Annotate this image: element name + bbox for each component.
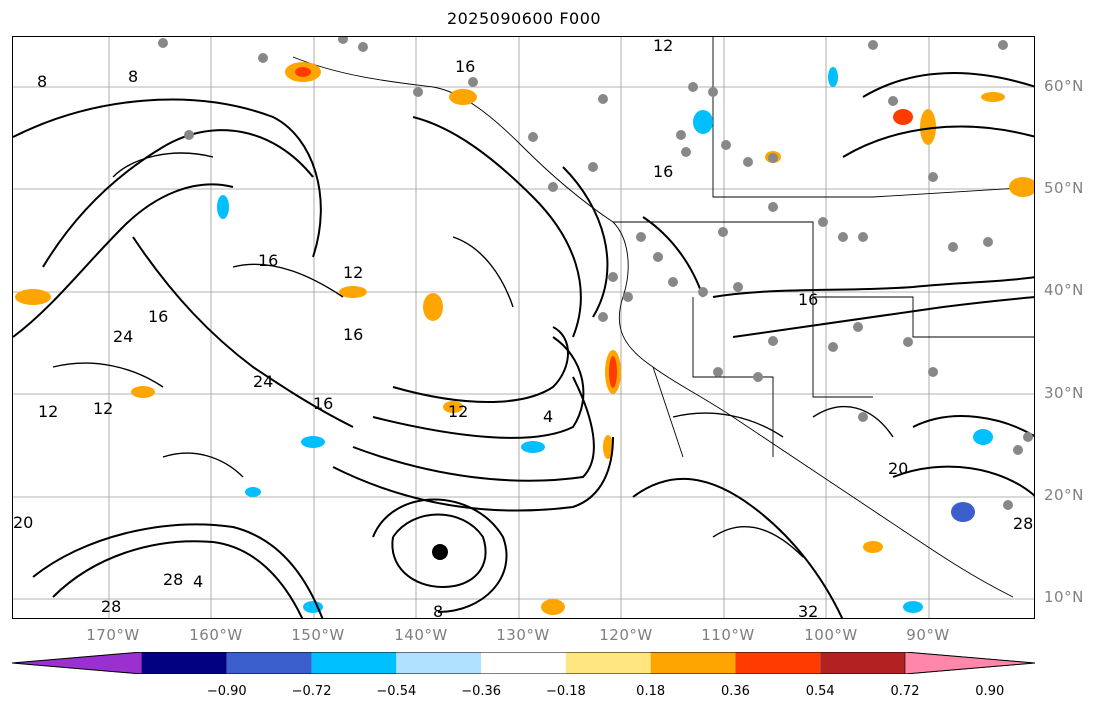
svg-text:12: 12 bbox=[93, 399, 113, 418]
colorbar-segment bbox=[481, 652, 566, 674]
svg-text:20: 20 bbox=[888, 459, 908, 478]
storm-center-marker bbox=[432, 544, 448, 560]
colorbar-segment bbox=[396, 652, 482, 674]
svg-text:16: 16 bbox=[798, 290, 818, 309]
svg-text:16: 16 bbox=[258, 251, 278, 270]
svg-text:8: 8 bbox=[433, 602, 443, 619]
svg-text:12: 12 bbox=[38, 402, 58, 421]
colorbar-segment bbox=[735, 652, 821, 674]
colorbar-tick-label: 0.36 bbox=[720, 684, 750, 699]
colorbar-segment bbox=[311, 652, 397, 674]
lon-label-110w: 110°W bbox=[701, 626, 755, 644]
svg-text:28: 28 bbox=[163, 570, 183, 589]
svg-text:24: 24 bbox=[113, 327, 133, 346]
shaded-anomalies bbox=[15, 62, 1034, 615]
colorbar-segment bbox=[565, 652, 651, 674]
colorbar-tick-label: −0.90 bbox=[206, 684, 247, 699]
lat-label-30: 30°N bbox=[1044, 384, 1084, 402]
colorbar-tick-label: 0.72 bbox=[890, 684, 920, 699]
lon-label-170w: 170°W bbox=[86, 626, 140, 644]
svg-text:16: 16 bbox=[653, 162, 673, 181]
svg-text:12: 12 bbox=[343, 263, 363, 282]
lon-label-160w: 160°W bbox=[189, 626, 243, 644]
svg-text:4: 4 bbox=[193, 572, 203, 591]
colorbar-segment bbox=[142, 652, 227, 674]
colorbar-tick-label: −0.36 bbox=[461, 684, 502, 699]
svg-text:28: 28 bbox=[1013, 514, 1033, 533]
map-panel[interactable]: 8 8 16 12 16 16 12 16 16 24 12 12 16 24 … bbox=[12, 36, 1035, 619]
svg-text:12: 12 bbox=[448, 402, 468, 421]
svg-text:20: 20 bbox=[13, 513, 33, 532]
colorbar-segment bbox=[820, 652, 905, 674]
colorbar-segment bbox=[650, 652, 736, 674]
map-canvas: 8 8 16 12 16 16 12 16 16 24 12 12 16 24 … bbox=[13, 37, 1034, 619]
graticule bbox=[13, 37, 1034, 618]
colorbar-extend-low bbox=[12, 652, 143, 674]
svg-text:16: 16 bbox=[343, 325, 363, 344]
lon-label-150w: 150°W bbox=[291, 626, 345, 644]
contour-lines-thin bbox=[52, 152, 894, 558]
colorbar-tick-label: −0.18 bbox=[545, 684, 586, 699]
lon-label-140w: 140°W bbox=[394, 626, 448, 644]
colorbar-tick-label: −0.54 bbox=[376, 684, 417, 699]
colorbar-tick-label: 0.54 bbox=[805, 684, 835, 699]
lat-label-10: 10°N bbox=[1044, 588, 1084, 606]
station-markers bbox=[158, 37, 1033, 510]
colorbar-segment bbox=[226, 652, 312, 674]
contour-lines bbox=[13, 72, 1034, 618]
svg-text:28: 28 bbox=[101, 597, 121, 616]
svg-text:16: 16 bbox=[455, 57, 475, 76]
lat-label-50: 50°N bbox=[1044, 179, 1084, 197]
svg-text:8: 8 bbox=[128, 67, 138, 86]
lat-label-20: 20°N bbox=[1044, 486, 1084, 504]
lon-label-120w: 120°W bbox=[599, 626, 653, 644]
colorbar-tick-label: −0.72 bbox=[291, 684, 332, 699]
svg-text:4: 4 bbox=[543, 407, 553, 426]
lat-label-40: 40°N bbox=[1044, 281, 1084, 299]
contour-labels: 8 8 16 12 16 16 12 16 16 24 12 12 16 24 … bbox=[13, 37, 1033, 619]
lon-label-130w: 130°W bbox=[496, 626, 550, 644]
colorbar bbox=[12, 652, 1035, 674]
plot-title: 2025090600 F000 bbox=[446, 9, 602, 28]
svg-text:8: 8 bbox=[37, 72, 47, 91]
lat-label-60: 60°N bbox=[1044, 77, 1084, 95]
svg-text:16: 16 bbox=[313, 394, 333, 413]
svg-text:16: 16 bbox=[148, 307, 168, 326]
colorbar-tick-label: 0.18 bbox=[636, 684, 666, 699]
svg-text:24: 24 bbox=[253, 372, 273, 391]
lon-label-100w: 100°W bbox=[804, 626, 858, 644]
svg-text:32: 32 bbox=[798, 602, 818, 619]
lon-label-90w: 90°W bbox=[906, 626, 950, 644]
svg-text:12: 12 bbox=[653, 37, 673, 55]
colorbar-tick-label: 0.90 bbox=[975, 684, 1005, 699]
colorbar-extend-high bbox=[904, 652, 1035, 674]
